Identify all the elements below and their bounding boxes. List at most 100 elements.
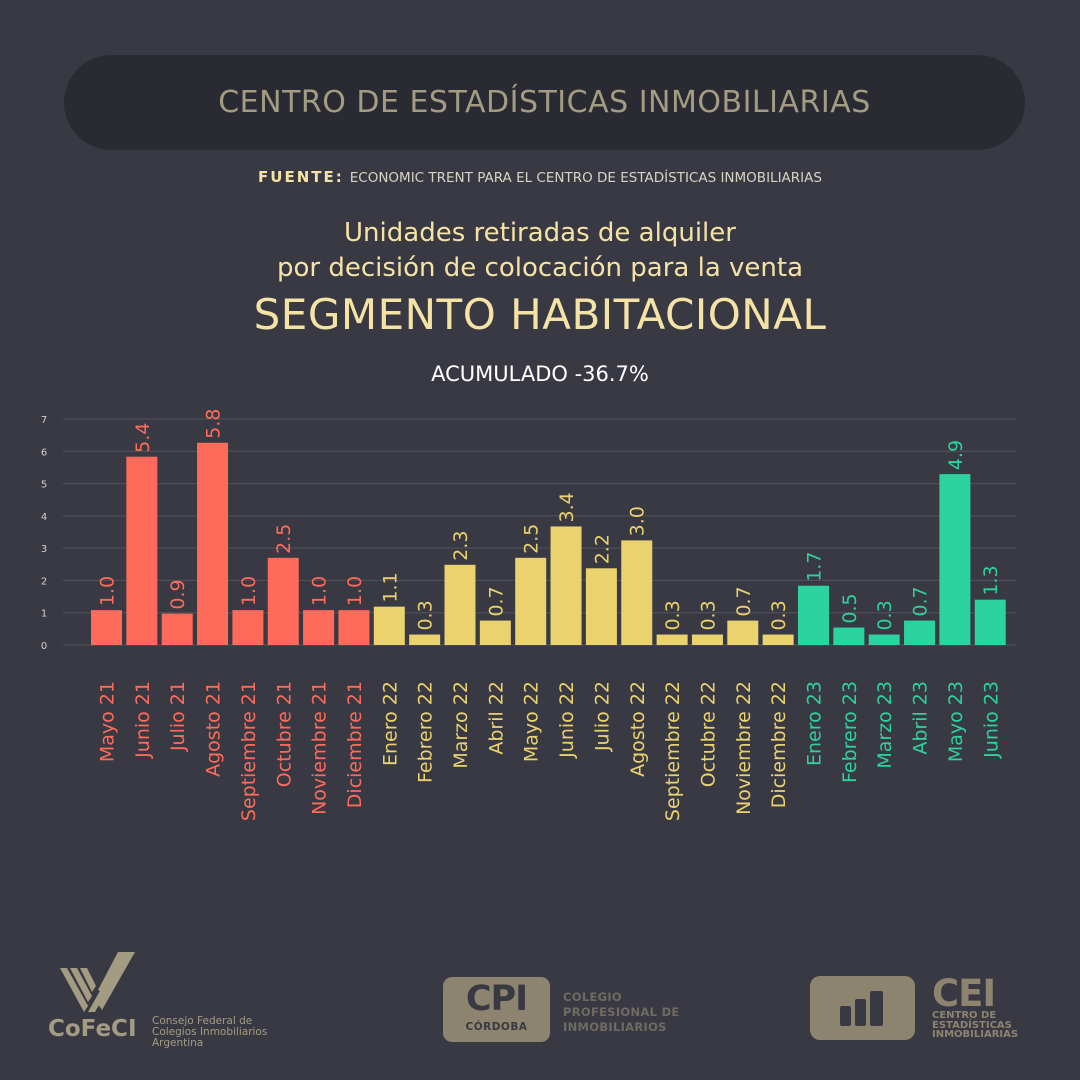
x-tick-label: Abril 23: [910, 681, 932, 755]
value-label: 0.3: [768, 600, 790, 630]
value-label: 2.5: [521, 524, 543, 554]
bar: [833, 627, 865, 645]
bar: [868, 634, 900, 645]
bar: [338, 610, 370, 645]
value-labels: 1.0 5.4 0.9 5.8 1.0 2.5 1.0 1.0 1.1 0.3 2.3 0.7 2.5 3…: [97, 409, 1003, 631]
value-label: 0.5: [839, 593, 861, 623]
x-tick-label: Noviembre 22: [733, 681, 755, 815]
bar: [550, 526, 582, 645]
cei-desc-line: ESTADÍSTICAS: [932, 1019, 1012, 1031]
x-tick-label: Diciembre 22: [768, 681, 790, 808]
x-tick-label: Noviembre 21: [309, 681, 331, 815]
cpi-description: COLEGIO PROFESIONAL DE INMOBILIARIOS: [563, 990, 703, 1035]
x-tick-label: Junio 21: [132, 681, 154, 759]
value-label: 2.3: [450, 531, 472, 561]
cofeci-check-icon: [60, 952, 135, 1012]
footer: CoFeCI Consejo Federal de Colegios Inmob…: [0, 940, 1080, 1060]
bar: [939, 474, 971, 645]
bar: [444, 564, 476, 645]
x-tick-label: Mayo 22: [521, 681, 543, 762]
x-tick-label: Abril 22: [485, 681, 507, 755]
y-tick-label: 0: [41, 641, 47, 652]
x-tick-label: Agosto 22: [627, 681, 649, 777]
bars: [91, 442, 1006, 645]
cofeci-description: Consejo Federal de Colegios Inmobiliario…: [152, 1016, 312, 1049]
x-tick-label: Septiembre 21: [238, 681, 260, 821]
value-label: 0.9: [167, 579, 189, 609]
header-title: CENTRO DE ESTADÍSTICAS INMOBILIARIAS: [218, 85, 871, 120]
cofeci-desc-line: Consejo Federal de: [152, 1015, 253, 1027]
x-tick-label: Marzo 23: [874, 681, 896, 769]
x-tick-label: Marzo 22: [450, 681, 472, 769]
x-tick-label: Enero 23: [804, 681, 826, 766]
bar: [373, 606, 405, 645]
cei-desc-line: CENTRO DE: [932, 1010, 997, 1021]
cpi-desc-line: COLEGIO: [563, 990, 622, 1004]
value-label: 5.4: [132, 422, 154, 452]
source-line: FUENTE: ECONOMIC TRENT PARA EL CENTRO DE …: [0, 168, 1080, 186]
bar: [197, 442, 229, 645]
cpi-desc-line: PROFESIONAL DE: [563, 1005, 680, 1019]
x-tick-label: Julio 22: [591, 681, 613, 752]
bar: [479, 620, 511, 645]
y-axis: 0 1 2 3 4 5 6 7: [41, 415, 47, 652]
bar: [974, 599, 1006, 645]
bar: [904, 620, 936, 645]
x-tick-label: Mayo 23: [945, 681, 967, 762]
bar: [585, 568, 617, 645]
bar: [409, 634, 441, 645]
bar: [303, 610, 335, 645]
cpi-city: CÓRDOBA: [465, 1021, 528, 1033]
y-tick-label: 7: [41, 415, 47, 426]
value-label: 3.0: [627, 506, 649, 536]
y-tick-label: 4: [41, 512, 47, 523]
x-tick-label: Mayo 21: [97, 681, 119, 762]
bar: [621, 540, 653, 645]
bar: [691, 634, 723, 645]
cpi-badge: CPI CÓRDOBA: [443, 977, 550, 1042]
source-text: ECONOMIC TRENT PARA EL CENTRO DE ESTADÍS…: [349, 170, 822, 186]
bar-chart: 0 1 2 3 4 5 6 7 1.0 5.4 0.9 5.8 1.0 2.5 1.0 1.0 1.1 0.3 2…: [41, 409, 1016, 821]
bar-chart-icon: [840, 991, 883, 1026]
bar: [232, 610, 264, 645]
y-tick-label: 3: [41, 544, 47, 555]
x-tick-label: Febrero 23: [839, 681, 861, 783]
bar: [126, 456, 158, 645]
value-label: 1.0: [309, 576, 331, 606]
x-tick-label: Junio 22: [556, 681, 578, 759]
x-tick-label: Agosto 21: [203, 681, 225, 777]
x-tick-label: Junio 23: [980, 681, 1002, 759]
x-tick-label: Enero 22: [379, 681, 401, 766]
cofeci-name: CoFeCI: [48, 1016, 137, 1042]
cofeci-desc-line: Argentina: [152, 1037, 204, 1049]
source-label: FUENTE:: [258, 168, 344, 186]
value-label: 0.7: [485, 586, 507, 616]
value-label: 5.8: [203, 409, 225, 439]
value-label: 0.7: [733, 586, 755, 616]
value-label: 0.7: [910, 586, 932, 616]
cpi-desc-line: INMOBILIARIOS: [563, 1020, 667, 1034]
header-banner: CENTRO DE ESTADÍSTICAS INMOBILIARIAS: [64, 55, 1025, 150]
value-label: 0.3: [415, 600, 437, 630]
x-tick-label: Octubre 22: [697, 681, 719, 787]
bar: [762, 634, 794, 645]
x-tick-label: Febrero 22: [415, 681, 437, 783]
chart-title-line-2: por decisión de colocación para la venta: [276, 253, 804, 283]
bar: [656, 634, 688, 645]
x-tick-label: Julio 21: [167, 681, 189, 752]
value-label: 3.4: [556, 492, 578, 522]
bar: [91, 610, 122, 645]
x-tick-label: Septiembre 22: [662, 681, 684, 821]
chart-title-line-1: Unidades retiradas de alquiler: [344, 218, 736, 248]
bar: [267, 557, 299, 645]
value-label: 0.3: [874, 600, 896, 630]
cei-name: CEI: [932, 972, 996, 1015]
chart-subtitle: ACUMULADO -36.7%: [431, 362, 649, 386]
value-label: 4.9: [945, 440, 967, 470]
value-label: 1.0: [238, 576, 260, 606]
bar: [727, 620, 759, 645]
y-tick-label: 2: [41, 576, 47, 587]
bar: [515, 557, 547, 645]
y-tick-label: 6: [41, 447, 47, 458]
cpi-name: CPI: [465, 979, 528, 1019]
